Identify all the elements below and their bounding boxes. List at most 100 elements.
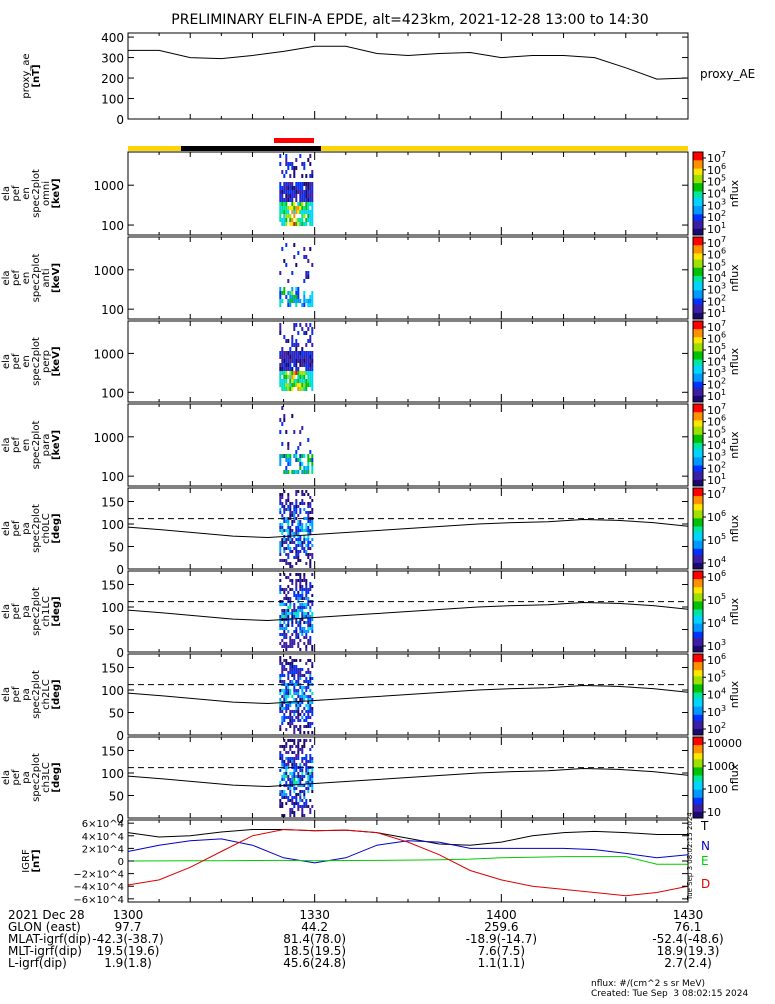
spectrogram-cell bbox=[311, 387, 314, 391]
pitch-angle-cell bbox=[285, 707, 288, 710]
pitch-angle-cell bbox=[309, 523, 312, 526]
pitch-angle-cell bbox=[309, 532, 312, 535]
pitch-angle-cell bbox=[309, 627, 312, 630]
pitch-angle-cell bbox=[279, 541, 282, 544]
ytick-label: 0 bbox=[116, 729, 124, 743]
colorbar-cell bbox=[693, 627, 703, 631]
colorbar-cell bbox=[693, 461, 703, 464]
pitch-angle-cell bbox=[303, 745, 306, 748]
ylabel-line: ela bbox=[1, 687, 12, 702]
pitch-angle-cell bbox=[283, 778, 286, 781]
spectrogram-cell bbox=[309, 295, 312, 299]
pitch-angle-cell bbox=[285, 659, 288, 662]
pitch-angle-cell bbox=[287, 576, 290, 579]
pitch-angle-cell bbox=[293, 766, 296, 769]
pitch-angle-cell bbox=[281, 695, 284, 698]
spectrogram-cell bbox=[279, 214, 282, 218]
spectrogram-cell bbox=[295, 206, 298, 210]
pitch-angle-cell bbox=[309, 757, 312, 760]
colorbar-cell bbox=[693, 343, 703, 346]
pitch-angle-cell bbox=[289, 772, 292, 775]
colorbar-cell bbox=[693, 599, 703, 602]
spectrogram-cell bbox=[281, 202, 284, 206]
spectrogram-cell bbox=[295, 295, 298, 299]
pitch-angle-cell bbox=[289, 547, 292, 550]
colorbar-cell bbox=[693, 379, 703, 383]
pitch-angle-cell bbox=[301, 710, 304, 713]
pitch-angle-cell bbox=[297, 668, 300, 671]
colorbar-cell bbox=[693, 637, 703, 641]
igrf-legend-N: N bbox=[701, 839, 710, 853]
colorbar-cell bbox=[693, 329, 703, 332]
colorbar-cell bbox=[693, 333, 703, 336]
ylabel-line: spec2plot bbox=[31, 587, 42, 636]
colorbar-cell bbox=[693, 789, 703, 793]
spectrogram-cell bbox=[279, 375, 282, 379]
spectrogram-cell bbox=[305, 190, 308, 194]
pitch-angle-cell bbox=[309, 725, 312, 728]
colorbar-cell bbox=[693, 682, 703, 685]
ytick-label: 150 bbox=[101, 496, 124, 510]
pitch-angle-cell bbox=[309, 624, 312, 627]
spectrogram-cell bbox=[283, 222, 286, 226]
pitch-angle-cell bbox=[297, 802, 300, 805]
pitch-angle-cell bbox=[295, 707, 298, 710]
colorbar-cell bbox=[693, 716, 703, 720]
pitch-angle-cell bbox=[295, 582, 298, 585]
pitch-angle-cell bbox=[297, 514, 300, 517]
pitch-angle-cell bbox=[281, 603, 284, 606]
spectrogram-cell bbox=[291, 379, 294, 383]
colorbar-tick-label: 102 bbox=[707, 460, 726, 475]
colorbar-cell bbox=[693, 442, 703, 446]
spectrogram-cell bbox=[305, 367, 308, 371]
colorbar-cell bbox=[693, 520, 703, 523]
spectrogram-cell bbox=[297, 295, 300, 299]
pitch-angle-cell bbox=[289, 606, 292, 609]
pitch-angle-cell bbox=[293, 772, 296, 775]
colorbar-cell bbox=[693, 799, 703, 803]
pitch-angle-cell bbox=[291, 757, 294, 760]
spectrogram-cell bbox=[309, 363, 312, 367]
ytick-label: 50 bbox=[109, 707, 124, 721]
pitch-angle-cell bbox=[285, 692, 288, 695]
pitch-angle-cell bbox=[289, 689, 292, 692]
pitch-angle-cell bbox=[291, 802, 294, 805]
pitch-angle-cell bbox=[297, 775, 300, 778]
colorbar-cell bbox=[693, 357, 703, 360]
spectrogram-cell bbox=[279, 379, 282, 383]
ytick-label: 1000 bbox=[93, 264, 124, 278]
colorbar-tick-label: 107 bbox=[707, 235, 726, 250]
colorbar-cell bbox=[693, 797, 703, 801]
colorbar-label: nflux bbox=[728, 431, 741, 459]
pitch-angle-cell bbox=[307, 775, 310, 778]
spectrogram-cell bbox=[279, 154, 282, 158]
pitch-angle-cell bbox=[301, 692, 304, 695]
pitch-angle-cell bbox=[295, 754, 298, 757]
spectrogram-cell bbox=[297, 359, 300, 363]
pitch-angle-cell bbox=[283, 645, 286, 648]
spectrogram-cell bbox=[297, 351, 300, 355]
spectrogram-cell bbox=[295, 190, 298, 194]
colorbar-cell bbox=[693, 408, 703, 411]
pitch-angle-cell bbox=[295, 532, 298, 535]
pitch-angle-cell bbox=[283, 621, 286, 624]
pitch-angle-cell bbox=[279, 526, 282, 529]
spectrogram-cell bbox=[287, 446, 290, 450]
spectrogram-cell bbox=[281, 291, 284, 295]
spectrogram-cell bbox=[285, 218, 288, 222]
panel-frame bbox=[127, 403, 689, 487]
ylabel-line: en bbox=[21, 355, 32, 368]
pitch-angle-cell bbox=[307, 725, 310, 728]
spectrogram-cell bbox=[281, 442, 284, 446]
pitch-angle-cell bbox=[285, 615, 288, 618]
colorbar-label: nflux bbox=[728, 763, 741, 791]
colorbar-cell bbox=[693, 308, 703, 312]
spectrogram-cell bbox=[289, 355, 292, 359]
pitch-angle-cell bbox=[289, 704, 292, 707]
pitch-angle-cell bbox=[307, 618, 310, 621]
pitch-angle-cell bbox=[283, 505, 286, 508]
ylabel-line: pef bbox=[11, 769, 22, 786]
pitch-angle-cell bbox=[291, 751, 294, 754]
colorbar-cell bbox=[693, 193, 703, 197]
pitch-angle-cell bbox=[305, 802, 308, 805]
